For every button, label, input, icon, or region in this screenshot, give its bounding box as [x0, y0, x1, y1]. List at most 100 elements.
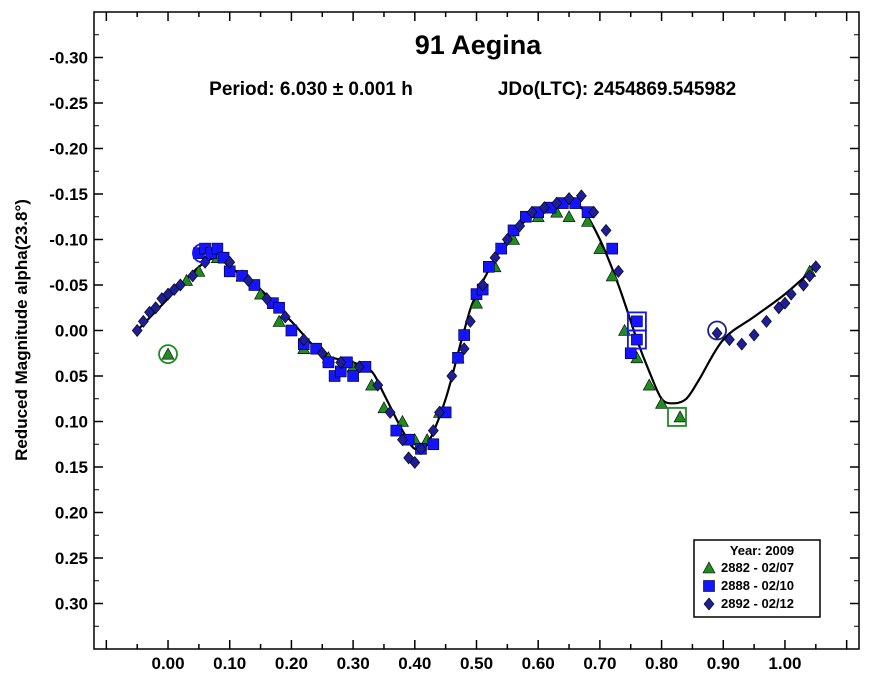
data-point [575, 189, 587, 203]
data-point [538, 201, 550, 215]
highlight-circle [707, 320, 728, 341]
data-point [415, 442, 427, 456]
data-point [489, 251, 501, 265]
data-point [427, 424, 439, 438]
x-tick-label: 0.10 [213, 654, 246, 673]
legend-label: 2882 - 02/07 [721, 560, 794, 575]
data-point [631, 315, 643, 328]
data-point [335, 355, 347, 369]
data-point [798, 278, 809, 292]
data-point [804, 269, 816, 283]
data-point [353, 360, 365, 374]
data-point [613, 264, 624, 278]
data-point [514, 219, 526, 233]
data-point [810, 260, 822, 274]
y-tick-label: 0.00 [55, 322, 88, 341]
data-point [347, 370, 359, 382]
data-point [427, 438, 440, 451]
x-tick-label: 0.40 [398, 654, 431, 673]
legend-marker [702, 561, 716, 574]
y-tick-label: -0.10 [49, 231, 88, 250]
data-point [581, 214, 595, 227]
y-tick-label: -0.05 [49, 276, 88, 295]
legend-box [693, 539, 821, 618]
chart-title: 91 Aegina [415, 30, 543, 60]
x-tick-label: 0.70 [583, 654, 616, 673]
y-axis-title: Reduced Magnitude alpha(23.8°) [12, 199, 31, 461]
data-point [150, 301, 162, 315]
x-tick-label: 0.20 [275, 654, 308, 673]
data-point [446, 369, 458, 383]
highlight-square [667, 407, 687, 427]
y-tick-label: -0.30 [49, 49, 88, 68]
x-tick-label: 0.00 [151, 654, 184, 673]
data-point [483, 260, 495, 273]
data-point [242, 273, 254, 287]
data-point [452, 351, 464, 364]
data-point [316, 346, 328, 360]
data-point [261, 292, 273, 306]
data-point [551, 196, 563, 210]
y-tick-label: 0.05 [55, 367, 88, 386]
data-point [562, 210, 576, 223]
highlight-square [627, 311, 647, 332]
y-tick-label: 0.25 [55, 549, 88, 568]
data-point [605, 269, 619, 282]
data-point [272, 314, 286, 327]
data-point [322, 356, 335, 369]
data-point [563, 192, 575, 206]
data-point [761, 314, 772, 328]
data-point [469, 296, 484, 309]
highlight-circle [158, 344, 178, 365]
x-axis: 0.00 0.10 0.20 0.30 0.40 0.50 0.60 0.70 0.80 0.90… [105, 12, 848, 673]
data-point [131, 324, 143, 337]
y-tick-label: 0.20 [55, 504, 88, 523]
y-tick-label: -0.15 [49, 185, 88, 204]
legend-label: 2892 - 02/12 [721, 596, 794, 611]
data-points [131, 189, 822, 469]
data-point [458, 329, 470, 341]
legend-title: Year: 2009 [730, 543, 794, 558]
data-point [724, 333, 735, 347]
data-point [211, 242, 224, 255]
data-point [161, 347, 175, 360]
legend: Year: 2009 2882 - 02/07 2888 - 02/10 2892 … [693, 539, 821, 618]
data-point [298, 333, 310, 347]
legend-items: 2882 - 02/07 2888 - 02/10 2892 - 02/12 [702, 560, 794, 611]
legend-marker [703, 580, 715, 592]
data-point [458, 342, 470, 356]
data-point [434, 405, 445, 419]
legend-marker [703, 597, 715, 611]
data-point [397, 433, 408, 447]
data-point [137, 314, 149, 328]
data-point [779, 296, 791, 310]
data-point [187, 269, 199, 283]
x-tick-label: 0.90 [707, 654, 740, 673]
data-point [224, 255, 236, 269]
data-point [464, 314, 476, 328]
data-point [279, 310, 291, 324]
data-point [477, 278, 489, 292]
data-point [285, 324, 298, 337]
x-tick-label: 0.80 [645, 654, 678, 673]
legend-label: 2888 - 02/10 [721, 578, 794, 593]
y-axis: -0.30 -0.25 -0.20 -0.15 -0.10 -0.05 0.00 0.05 0.… [49, 34, 859, 627]
data-point [390, 424, 403, 437]
y-tick-label: 0.30 [55, 595, 88, 614]
y-tick-label: -0.20 [49, 140, 88, 159]
data-point [174, 278, 186, 292]
x-tick-label: 1.00 [768, 654, 801, 673]
period-label: Period: 6.030 ± 0.001 h [209, 79, 413, 100]
data-point [673, 410, 687, 423]
data-point [495, 242, 507, 255]
data-point [501, 233, 513, 246]
data-point [526, 205, 538, 219]
data-point [372, 378, 384, 392]
data-point [593, 241, 607, 254]
data-point [748, 328, 760, 342]
epoch-label: JDo(LTC): 2454869.545982 [498, 79, 736, 100]
data-point [642, 378, 656, 391]
x-tick-label: 0.30 [337, 654, 370, 673]
data-point [606, 242, 619, 255]
